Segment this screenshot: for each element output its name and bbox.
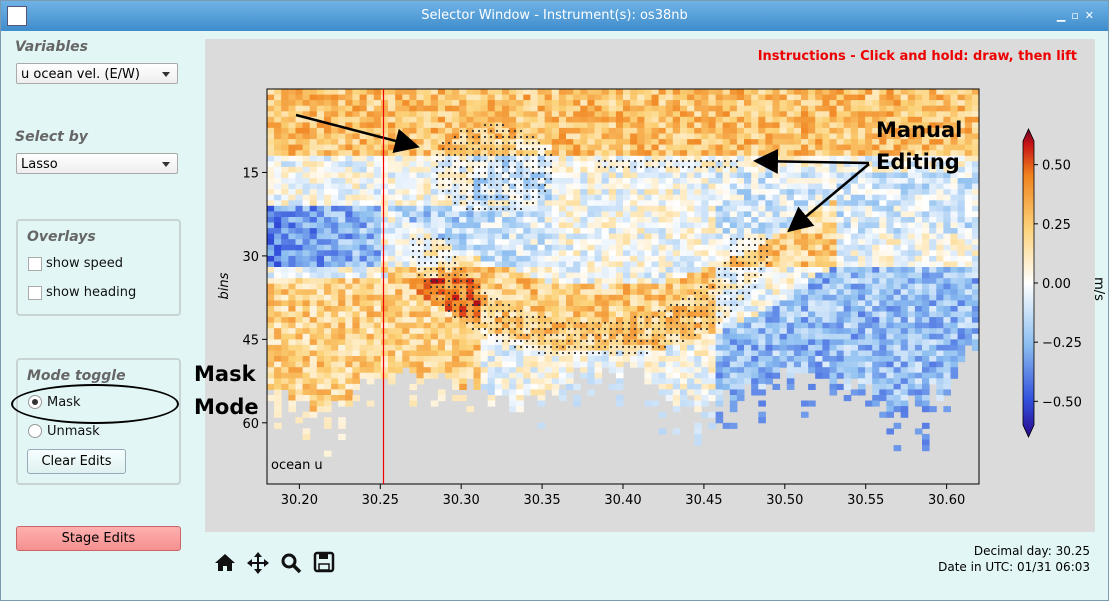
y-tick-label: 60 bbox=[242, 417, 259, 432]
y-tick-label: 45 bbox=[242, 333, 259, 348]
x-tick-label: 30.60 bbox=[928, 493, 965, 508]
colorbar-tick-label: 0.50 bbox=[1042, 159, 1071, 174]
annotation: Editing bbox=[876, 150, 960, 174]
y-tick-label: 30 bbox=[242, 250, 259, 265]
group-box bbox=[16, 358, 181, 485]
colorbar bbox=[1022, 128, 1035, 438]
heatmap bbox=[267, 89, 980, 457]
label: Variables bbox=[15, 39, 88, 55]
colorbar-tick-label: 0.00 bbox=[1042, 277, 1071, 292]
app-icon bbox=[7, 6, 27, 26]
colorbar-tick-label: −0.50 bbox=[1042, 395, 1082, 410]
inner-label: ocean u bbox=[271, 458, 323, 473]
dropdown[interactable]: u ocean vel. (E/W) bbox=[16, 63, 178, 84]
toolbar bbox=[215, 551, 335, 574]
checkbox[interactable] bbox=[28, 257, 42, 271]
annotation: Manual bbox=[876, 118, 962, 142]
x-tick-label: 30.45 bbox=[685, 493, 722, 508]
label: Overlays bbox=[27, 229, 96, 245]
button[interactable]: Stage Edits bbox=[16, 526, 181, 551]
colorbar-tick-label: 0.25 bbox=[1042, 218, 1071, 233]
label: Select by bbox=[15, 129, 88, 145]
status: Decimal day: 30.25 bbox=[974, 544, 1090, 558]
x-tick-label: 30.50 bbox=[766, 493, 803, 508]
mask-dots bbox=[411, 123, 769, 355]
home-icon[interactable] bbox=[215, 554, 235, 571]
save-icon[interactable] bbox=[313, 551, 335, 573]
dropdown[interactable]: Lasso bbox=[16, 153, 178, 174]
label: Unmask bbox=[47, 424, 100, 439]
zoom-icon[interactable] bbox=[281, 553, 297, 569]
title-bar: Selector Window - Instrument(s): os38nb … bbox=[1, 1, 1108, 31]
y-tick-label: 15 bbox=[242, 166, 259, 181]
x-tick-label: 30.55 bbox=[847, 493, 884, 508]
window-controls[interactable]: ▁▫✕ bbox=[1056, 9, 1100, 22]
colorbar-label: m/s bbox=[1091, 277, 1106, 301]
x-tick-label: 30.35 bbox=[523, 493, 560, 508]
x-tick-label: 30.20 bbox=[281, 493, 318, 508]
radio[interactable] bbox=[28, 424, 42, 438]
pan-icon[interactable] bbox=[247, 552, 269, 574]
checkbox[interactable] bbox=[28, 286, 42, 300]
x-tick-label: 30.30 bbox=[443, 493, 480, 508]
instructions: Instructions - Click and hold: draw, the… bbox=[758, 49, 1077, 64]
group-box bbox=[16, 219, 181, 316]
button[interactable]: Clear Edits bbox=[27, 449, 126, 474]
x-tick-label: 30.40 bbox=[604, 493, 641, 508]
annotation: Mode bbox=[194, 395, 259, 419]
annotation: Mask bbox=[194, 362, 257, 386]
colorbar-tick-label: −0.25 bbox=[1042, 336, 1082, 351]
label: show speed bbox=[46, 256, 124, 271]
arrows bbox=[295, 113, 870, 233]
x-tick-label: 30.25 bbox=[362, 493, 399, 508]
label: show heading bbox=[46, 285, 137, 300]
status: Date in UTC: 01/31 06:03 bbox=[938, 560, 1090, 574]
label: Mode toggle bbox=[27, 368, 126, 384]
y-label: bins bbox=[217, 272, 232, 299]
window-title: Selector Window - Instrument(s): os38nb bbox=[421, 8, 688, 23]
annotation-ellipse bbox=[11, 384, 179, 424]
